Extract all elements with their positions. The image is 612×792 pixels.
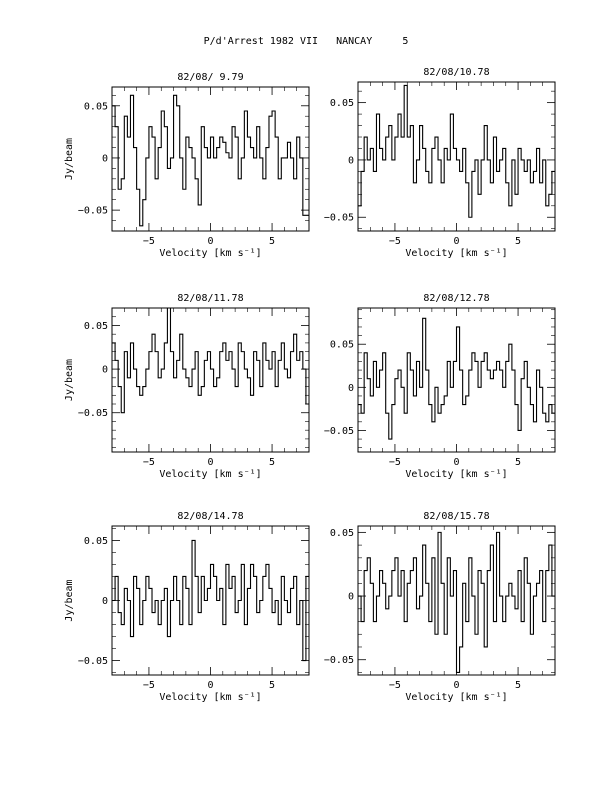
plot-frame <box>111 525 310 676</box>
y-tick-label: 0 <box>102 365 108 376</box>
x-tick-label: −5 <box>143 457 155 468</box>
y-tick-label: 0.05 <box>330 98 354 109</box>
x-tick-label: 5 <box>515 457 521 468</box>
y-tick-label: 0.05 <box>330 528 354 539</box>
x-tick-label: 0 <box>453 680 459 691</box>
panel-title: 82/08/10.78 <box>423 67 489 78</box>
x-axis-label: Velocity [km s⁻¹] <box>159 248 261 259</box>
x-tick-label: 5 <box>515 680 521 691</box>
chart-panel: 82/08/12.78 −5 0 5 −0.05 0 0.05 Velocity [km s⁻… <box>303 284 560 490</box>
page-title: P/d'Arrest 1982 VII NANCAY 5 <box>203 36 409 47</box>
y-tick-label: 0.05 <box>84 101 108 112</box>
y-tick-label: −0.05 <box>324 655 354 666</box>
x-tick-label: 0 <box>453 457 459 468</box>
y-axis-label: Jy/beam <box>64 138 75 180</box>
panel-title: 82/08/ 9.79 <box>177 72 243 83</box>
x-tick-label: 0 <box>207 236 213 247</box>
chart-svg: 82/08/ 9.79 −5 0 5 −0.05 0 0.05 Velocity [km s⁻… <box>64 72 310 259</box>
chart-svg: 82/08/12.78 −5 0 5 −0.05 0 0.05 Velocity [km s⁻… <box>324 293 556 480</box>
spectrum-line <box>358 317 555 440</box>
y-tick-label: −0.05 <box>78 656 108 667</box>
x-tick-label: −5 <box>389 680 401 691</box>
y-tick-label: −0.05 <box>324 213 354 224</box>
x-tick-label: 5 <box>269 680 275 691</box>
chart-svg: 82/08/15.78 −5 0 5 −0.05 0 0.05 Velocity [km s⁻… <box>324 511 556 703</box>
panel-title: 82/08/15.78 <box>423 511 489 522</box>
spectrum-line <box>358 531 555 674</box>
x-tick-label: −5 <box>143 680 155 691</box>
y-tick-label: 0 <box>348 155 354 166</box>
x-tick-label: −5 <box>143 236 155 247</box>
y-tick-label: 0 <box>348 383 354 394</box>
chart-svg: 82/08/11.78 −5 0 5 −0.05 0 0.05 Velocity [km s⁻… <box>64 293 310 480</box>
x-tick-label: −5 <box>389 236 401 247</box>
y-tick-label: −0.05 <box>78 408 108 419</box>
chart-panel: 82/08/10.78 −5 0 5 −0.05 0 0.05 Velocity [km s⁻… <box>303 58 560 269</box>
y-tick-label: −0.05 <box>78 206 108 217</box>
panel-title: 82/08/14.78 <box>177 511 243 522</box>
x-axis-label: Velocity [km s⁻¹] <box>159 469 261 480</box>
plot-frame <box>111 307 310 453</box>
panel-title: 82/08/12.78 <box>423 293 489 304</box>
x-tick-label: 0 <box>207 457 213 468</box>
x-tick-label: 0 <box>207 680 213 691</box>
spectrum-line <box>358 84 555 218</box>
chart-svg: 82/08/14.78 −5 0 5 −0.05 0 0.05 Velocity [km s⁻… <box>64 511 310 703</box>
chart-svg: 82/08/10.78 −5 0 5 −0.05 0 0.05 Velocity [km s⁻… <box>324 67 556 259</box>
x-axis-label: Velocity [km s⁻¹] <box>405 469 507 480</box>
x-tick-label: 5 <box>269 457 275 468</box>
panel-title: 82/08/11.78 <box>177 293 243 304</box>
y-axis-label: Jy/beam <box>64 359 75 401</box>
x-tick-label: 5 <box>515 236 521 247</box>
spectrum-line <box>112 539 309 662</box>
x-tick-label: −5 <box>389 457 401 468</box>
y-tick-label: 0 <box>102 596 108 607</box>
x-tick-label: 0 <box>453 236 459 247</box>
x-axis-label: Velocity [km s⁻¹] <box>405 248 507 259</box>
x-tick-label: 5 <box>269 236 275 247</box>
y-tick-label: −0.05 <box>324 426 354 437</box>
chart-panel: 82/08/ 9.79 −5 0 5 −0.05 0 0.05 Velocity [km s⁻… <box>57 63 314 269</box>
plot-frame <box>111 86 310 232</box>
y-tick-label: 0 <box>102 153 108 164</box>
y-tick-label: 0.05 <box>84 536 108 547</box>
y-tick-label: 0 <box>348 592 354 603</box>
chart-panel: 82/08/14.78 −5 0 5 −0.05 0 0.05 Velocity [km s⁻… <box>57 502 314 713</box>
y-axis-label: Jy/beam <box>64 579 75 621</box>
chart-panel: 82/08/15.78 −5 0 5 −0.05 0 0.05 Velocity [km s⁻… <box>303 502 560 713</box>
spectrum-line <box>112 94 309 227</box>
y-tick-label: 0.05 <box>330 340 354 351</box>
chart-panel: 82/08/11.78 −5 0 5 −0.05 0 0.05 Velocity [km s⁻… <box>57 284 314 490</box>
x-axis-label: Velocity [km s⁻¹] <box>405 692 507 703</box>
spectrum-line <box>112 307 309 414</box>
x-axis-label: Velocity [km s⁻¹] <box>159 692 261 703</box>
y-tick-label: 0.05 <box>84 321 108 332</box>
